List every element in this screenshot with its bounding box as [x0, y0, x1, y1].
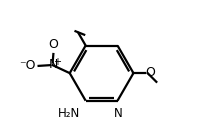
Text: N: N: [49, 58, 58, 71]
Text: O: O: [146, 66, 155, 79]
Text: O: O: [48, 38, 58, 51]
Text: +: +: [53, 57, 61, 67]
Text: N: N: [114, 107, 123, 120]
Text: H₂N: H₂N: [57, 107, 80, 120]
Text: ⁻O: ⁻O: [19, 59, 35, 72]
